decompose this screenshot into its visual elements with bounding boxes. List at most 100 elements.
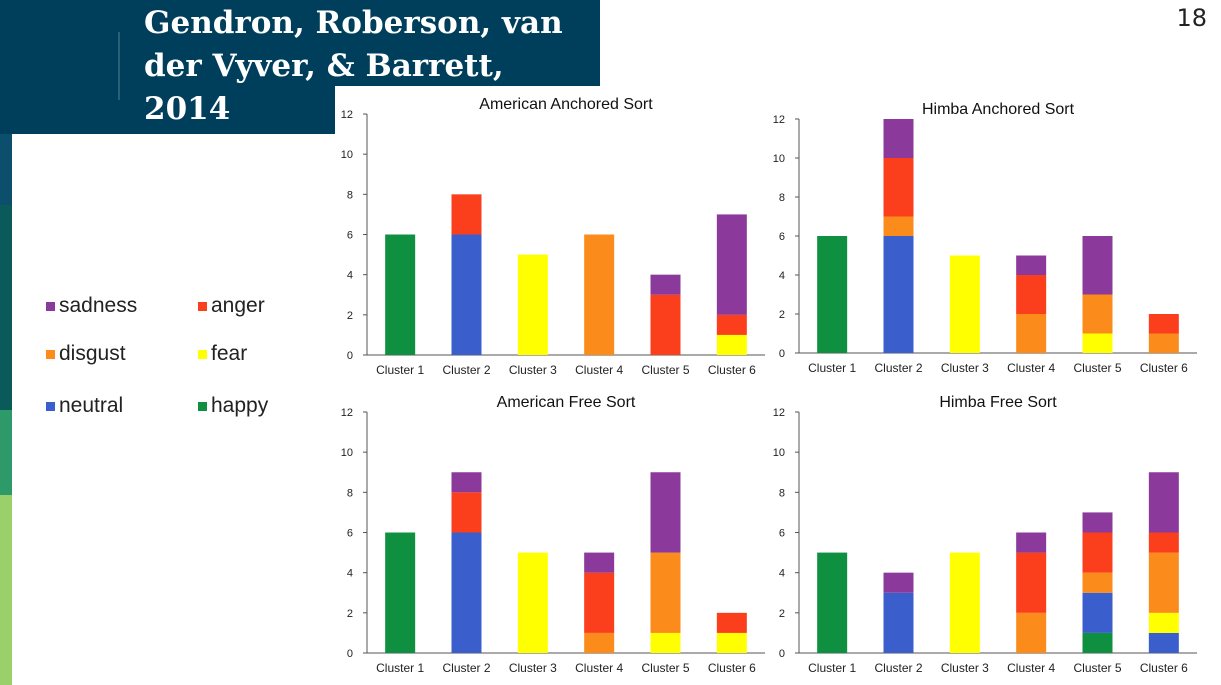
bar-segment-neutral (1148, 632, 1179, 653)
bar-segment-happy (817, 236, 848, 353)
x-tick-label: Cluster 5 (641, 363, 689, 377)
x-tick-label: Cluster 6 (1140, 661, 1188, 675)
y-tick-label: 8 (779, 487, 785, 499)
bar-segment-happy (1082, 632, 1113, 653)
bar-segment-happy (817, 552, 848, 653)
bar-segment-sadness (650, 472, 681, 553)
legend-swatch-disgust (46, 349, 55, 359)
bar-segment-disgust (1082, 294, 1113, 334)
y-tick-label: 10 (773, 153, 785, 165)
chart-title: Himba Anchored Sort (922, 101, 1075, 118)
bar-segment-anger (716, 314, 747, 335)
bar-segment-anger (650, 294, 681, 355)
title-banner (0, 0, 600, 86)
bar-segment-fear (949, 552, 980, 653)
y-tick-label: 6 (779, 231, 785, 243)
slide-title: Gendron, Roberson, van der Vyver, & Barr… (144, 5, 563, 127)
x-tick-label: Cluster 3 (509, 661, 557, 675)
legend-label-happy: happy (211, 394, 269, 417)
bar-segment-sadness (584, 552, 615, 573)
bar-segment-fear (949, 255, 980, 353)
y-tick-label: 6 (779, 528, 785, 540)
y-tick-label: 4 (779, 568, 785, 580)
y-tick-label: 2 (347, 310, 353, 322)
title-banner-extension (0, 86, 335, 134)
bar-segment-sadness (1016, 532, 1047, 553)
legend-label-fear: fear (211, 342, 248, 365)
y-tick-label: 0 (347, 350, 353, 362)
bar-segment-neutral (451, 234, 482, 355)
y-tick-label: 12 (773, 114, 785, 126)
x-tick-label: Cluster 2 (874, 361, 922, 375)
x-tick-label: Cluster 1 (808, 361, 856, 375)
x-tick-label: Cluster 1 (808, 661, 856, 675)
y-tick-label: 4 (347, 270, 353, 282)
x-tick-label: Cluster 3 (941, 361, 989, 375)
y-tick-label: 8 (779, 192, 785, 204)
x-tick-label: Cluster 2 (442, 363, 490, 377)
legend-label-anger: anger (211, 294, 265, 317)
x-tick-label: Cluster 4 (575, 661, 623, 675)
x-tick-label: Cluster 4 (1007, 361, 1055, 375)
x-tick-label: Cluster 6 (1140, 361, 1188, 375)
legend-label-disgust: disgust (59, 342, 126, 365)
x-tick-label: Cluster 5 (1073, 661, 1121, 675)
bar-segment-disgust (650, 552, 681, 633)
bar-segment-neutral (451, 532, 482, 653)
legend-item-neutral: neutral (46, 394, 123, 418)
legend-item-disgust: disgust (46, 342, 126, 366)
x-tick-label: Cluster 4 (575, 363, 623, 377)
bar-segment-disgust (584, 632, 615, 653)
legend-label-neutral: neutral (59, 394, 124, 417)
bar-segment-anger (716, 612, 747, 633)
bar-segment-neutral (1082, 592, 1113, 633)
bar-segment-anger (584, 572, 615, 633)
y-tick-label: 2 (779, 309, 785, 321)
bar-segment-sadness (451, 472, 482, 493)
bar-segment-anger (1016, 552, 1047, 613)
x-tick-label: Cluster 6 (708, 661, 756, 675)
x-tick-label: Cluster 1 (376, 661, 424, 675)
legend-swatch-fear (198, 349, 207, 359)
y-tick-label: 8 (347, 487, 353, 499)
bar-segment-fear (517, 552, 548, 653)
bar-segment-sadness (1082, 512, 1113, 533)
bar-segment-disgust (584, 234, 615, 355)
bar-segment-anger (1082, 532, 1113, 573)
title-divider (118, 32, 120, 100)
bar-segment-neutral (883, 592, 914, 653)
bar-segment-anger (451, 492, 482, 533)
bar-segment-sadness (1148, 472, 1179, 533)
chart-title: Himba Free Sort (939, 394, 1057, 411)
bar-segment-fear (650, 632, 681, 653)
chart-title: American Free Sort (497, 394, 636, 411)
page-number: 18 (1176, 4, 1207, 32)
y-tick-label: 12 (773, 407, 785, 419)
legend-swatch-happy (198, 401, 207, 411)
legend: sadness anger disgust fear neutral happy (46, 280, 346, 440)
bar-segment-happy (385, 532, 416, 653)
x-tick-label: Cluster 5 (641, 661, 689, 675)
bar-segment-anger (1148, 314, 1179, 334)
stripe-teal (0, 205, 12, 410)
bar-segment-fear (716, 632, 747, 653)
bar-segment-sadness (883, 572, 914, 593)
legend-item-happy: happy (198, 394, 268, 418)
bar-segment-sadness (1082, 236, 1113, 295)
x-tick-label: Cluster 5 (1073, 361, 1121, 375)
y-tick-label: 2 (779, 608, 785, 620)
legend-swatch-sadness (46, 301, 55, 311)
bar-segment-anger (451, 194, 482, 235)
x-tick-label: Cluster 6 (708, 363, 756, 377)
y-tick-label: 10 (773, 447, 785, 459)
x-tick-label: Cluster 3 (509, 363, 557, 377)
bar-segment-fear (517, 254, 548, 355)
bar-segment-sadness (1016, 255, 1047, 275)
bar-segment-fear (1082, 333, 1113, 353)
x-tick-label: Cluster 3 (941, 661, 989, 675)
y-tick-label: 0 (779, 648, 785, 660)
y-tick-label: 4 (347, 568, 353, 580)
bar-segment-sadness (716, 214, 747, 315)
legend-item-sadness: sadness (46, 294, 137, 318)
y-tick-label: 0 (779, 348, 785, 360)
